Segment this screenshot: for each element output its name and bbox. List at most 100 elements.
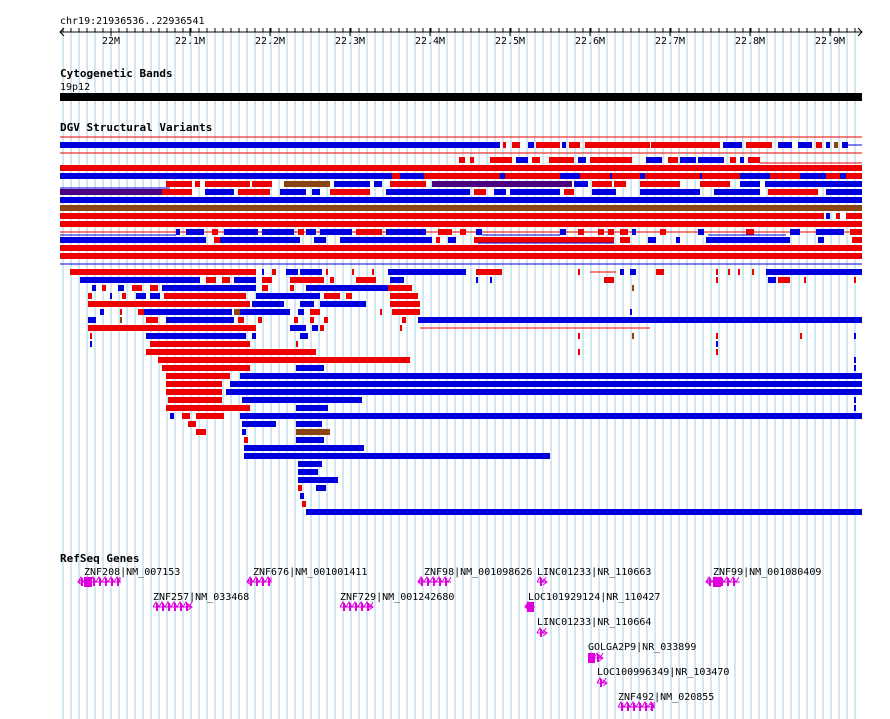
sv-bar[interactable] [698,157,724,163]
sv-bar[interactable] [296,341,298,347]
sv-bar[interactable] [388,285,412,291]
sv-bar[interactable] [380,309,382,315]
sv-bar[interactable] [334,181,370,187]
sv-bar[interactable] [372,269,374,275]
sv-bar[interactable] [648,237,656,243]
sv-bar[interactable] [300,333,308,339]
sv-bar[interactable] [390,293,418,299]
sv-bar[interactable] [438,229,452,235]
sv-bar[interactable] [740,157,744,163]
sv-bar[interactable] [312,189,320,195]
sv-bar[interactable] [166,389,222,395]
sv-bar[interactable] [296,365,324,371]
sv-bar[interactable] [262,229,294,235]
sv-bar[interactable] [578,157,586,163]
sv-bar[interactable] [212,229,218,235]
sv-bar[interactable] [186,229,204,235]
sv-bar[interactable] [300,269,322,275]
sv-bar[interactable] [604,277,614,283]
sv-bar[interactable] [632,285,634,291]
sv-bar[interactable] [474,237,614,243]
sv-bar[interactable] [490,277,492,283]
sv-bar[interactable] [854,365,856,371]
sv-bar[interactable] [262,269,264,275]
sv-bar[interactable] [723,142,742,148]
sv-bar[interactable] [300,493,304,499]
sv-bar[interactable] [188,421,196,427]
sv-bar[interactable] [846,213,862,219]
sv-bar[interactable] [386,229,426,235]
sv-bar[interactable] [296,437,324,443]
sv-bar[interactable] [578,333,580,339]
sv-bar[interactable] [166,405,250,411]
sv-bar[interactable] [854,357,856,363]
sv-bar[interactable] [90,341,92,347]
sv-bar[interactable] [324,293,340,299]
sv-bar[interactable] [302,501,306,507]
sv-bar[interactable] [549,157,574,163]
sv-bar[interactable] [306,509,862,515]
sv-bar[interactable] [490,157,512,163]
sv-bar[interactable] [60,253,862,259]
sv-bar[interactable] [503,142,506,148]
sv-bar[interactable] [252,333,256,339]
sv-bar[interactable] [144,309,232,315]
sv-bar[interactable] [460,229,466,235]
gene-znf676[interactable]: ZNF676|NM_001001411 [246,567,367,586]
gene-znf492[interactable]: ZNF492|NM_020855 [617,692,714,711]
sv-bar[interactable] [296,429,330,435]
sv-bar[interactable] [166,373,230,379]
sv-bar[interactable] [314,237,326,243]
sv-bar[interactable] [826,189,862,195]
sv-bar[interactable] [238,189,270,195]
gene-glyph[interactable] [339,601,374,611]
sv-bar[interactable] [716,349,718,355]
sv-bar[interactable] [196,429,206,435]
ruler[interactable]: 22M 22.1M 22.2M 22.3M 22.4M 22.5M 22.6M … [59,27,863,47]
sv-bar[interactable] [510,189,560,195]
sv-bar[interactable] [738,269,740,275]
sv-bar[interactable] [476,229,482,235]
sv-bar[interactable] [714,189,760,195]
sv-bar[interactable] [196,413,224,419]
sv-bar[interactable] [746,142,772,148]
sv-bar[interactable] [748,173,760,179]
sv-bar[interactable] [60,245,862,251]
sv-bar[interactable] [206,277,216,283]
sv-bar[interactable] [146,349,316,355]
sv-bar[interactable] [242,397,362,403]
sv-bar[interactable] [88,293,92,299]
sv-bar[interactable] [252,181,272,187]
sv-bar[interactable] [320,325,324,331]
sv-bar[interactable] [146,333,246,339]
sv-bar[interactable] [60,165,862,171]
sv-bar[interactable] [562,142,566,148]
sv-bar[interactable] [230,381,862,387]
gene-glyph[interactable] [152,601,193,611]
sv-bar[interactable] [176,229,180,235]
sv-bar[interactable] [494,189,506,195]
sv-bar[interactable] [640,181,680,187]
sv-bar[interactable] [280,189,306,195]
sv-bar[interactable] [306,229,316,235]
sv-bar[interactable] [320,301,366,307]
sv-bar[interactable] [392,309,420,315]
gene-glyph[interactable] [536,627,548,637]
sv-bar[interactable] [132,285,142,291]
sv-bar[interactable] [296,405,328,411]
sv-bar[interactable] [816,229,844,235]
sv-bar[interactable] [244,437,248,443]
sv-bar[interactable] [244,445,364,451]
sv-bar[interactable] [272,269,276,275]
sv-bar[interactable] [120,317,122,323]
sv-bar[interactable] [590,157,632,163]
gene-linc01233-a[interactable]: LINC01233|NR_110663 [536,567,651,586]
sv-bar[interactable] [122,293,126,299]
sv-bar[interactable] [316,485,326,491]
sv-bar[interactable] [778,277,790,283]
sv-bar[interactable] [118,285,124,291]
gene-znf98[interactable]: ZNF98|NM_001098626 [417,567,532,586]
sv-bar[interactable] [854,405,856,411]
sv-bar[interactable] [290,277,324,283]
sv-bar[interactable] [110,293,112,299]
